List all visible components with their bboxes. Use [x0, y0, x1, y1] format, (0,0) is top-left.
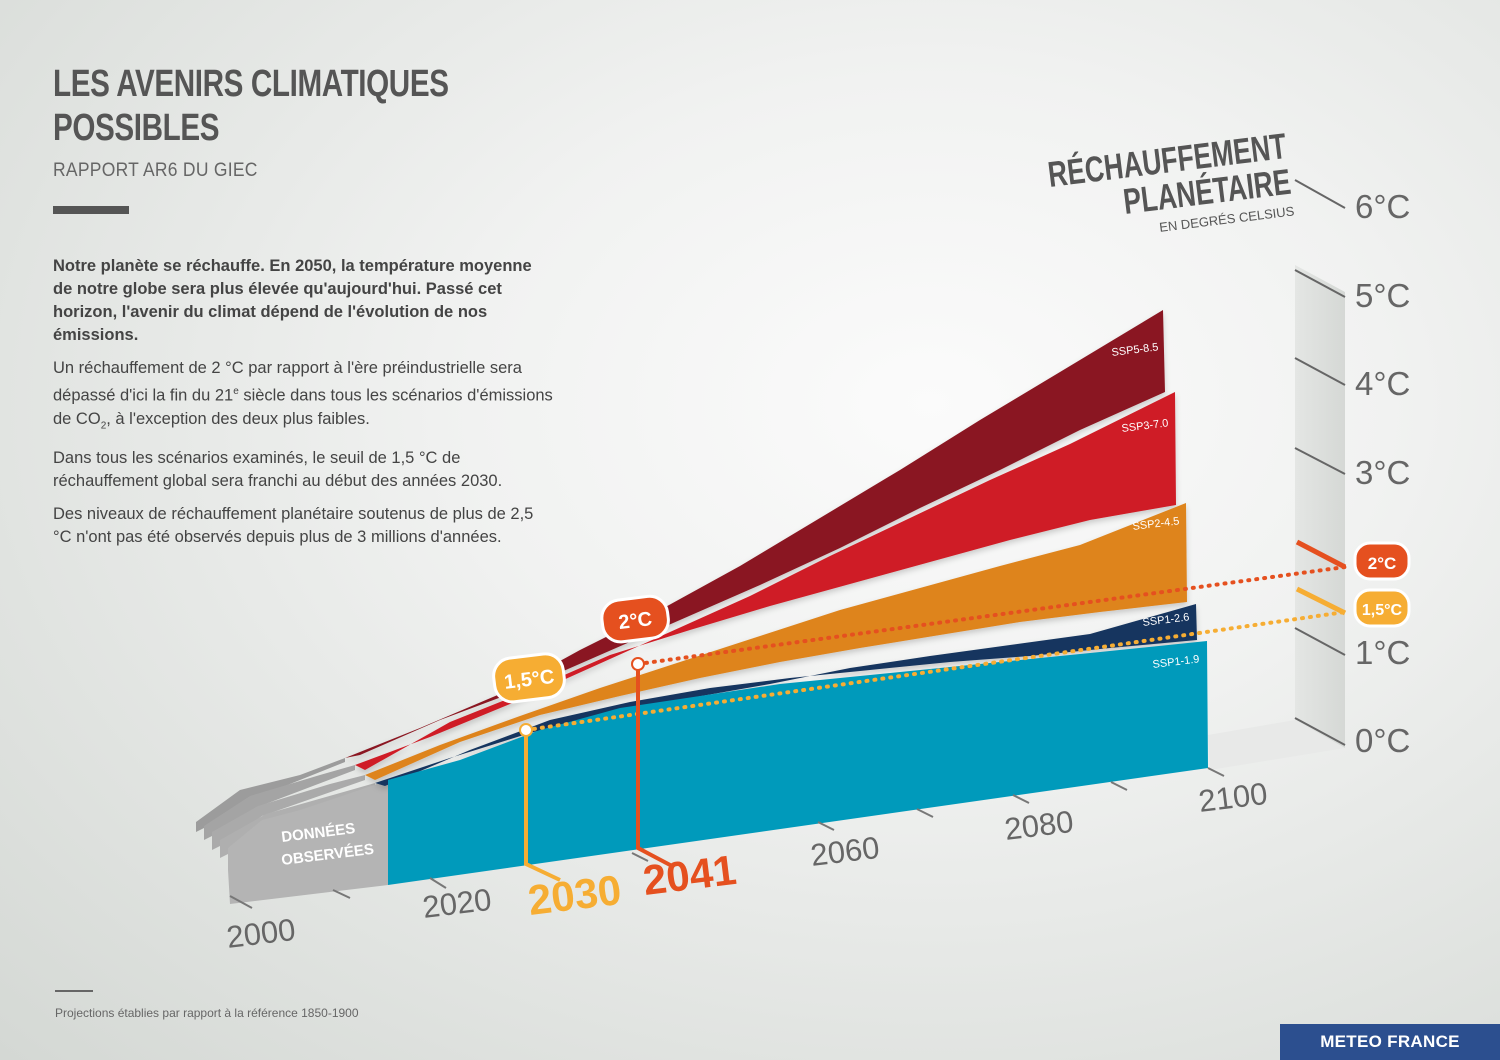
- badge-2-chart: 2°C: [600, 594, 670, 644]
- observed-data-front: [228, 780, 388, 904]
- observed-data-slabs: [196, 758, 388, 904]
- label-ssp126: SSP1-2.6: [1142, 611, 1190, 629]
- x-tick-2000: 2000: [225, 912, 298, 955]
- year-2030: 2030: [525, 866, 623, 924]
- p2-sub: 2: [100, 419, 107, 431]
- y-tick-1: 1°C: [1355, 634, 1410, 671]
- label-ssp370: SSP3-7.0: [1121, 417, 1169, 435]
- year-2041-line: [636, 664, 673, 868]
- intro-text: Notre planète se réchauffe. En 2050, la …: [53, 255, 553, 559]
- y-tick-4: 4°C: [1355, 365, 1410, 402]
- title-line-2: POSSIBLES: [53, 107, 220, 149]
- p2-text-b: siècle dans tous les scénarios d'émissio…: [53, 386, 553, 428]
- year-2041: 2041: [640, 846, 738, 904]
- x-tick-2100: 2100: [1197, 776, 1270, 819]
- point-15: [519, 723, 533, 737]
- p2-text-c: , à l'exception des deux plus faibles.: [106, 409, 370, 428]
- intro-paragraph-3: Dans tous les scénarios examinés, le seu…: [53, 448, 503, 490]
- y-axis-ticks: [1294, 179, 1346, 746]
- label-ssp245: SSP2-4.5: [1132, 515, 1180, 533]
- brand-logo: METEO FRANCE: [1280, 1024, 1500, 1060]
- band-ssp370: [355, 392, 1176, 770]
- page-subtitle: RAPPORT AR6 DU GIEC: [53, 160, 258, 181]
- x-tick-2060: 2060: [809, 830, 882, 873]
- label-ssp585: SSP5-8.5: [1111, 341, 1159, 359]
- title-line-1: LES AVENIRS CLIMATIQUES: [53, 63, 449, 105]
- x-axis-labels: 2000 2020 2060 2080 2100: [225, 776, 1270, 955]
- y-axis-wall: [1295, 265, 1345, 748]
- badge-2-axis: 2°C: [1353, 541, 1411, 581]
- series-labels: SSP5-8.5 SSP3-7.0 SSP2-4.5 SSP1-2.6 SSP1…: [1111, 341, 1200, 671]
- band-ssp119: [388, 641, 1208, 885]
- y-tick-3: 3°C: [1355, 454, 1410, 491]
- badge-2-text: 2°C: [617, 608, 653, 634]
- label-ssp119: SSP1-1.9: [1152, 653, 1200, 671]
- threshold-years: 2030 2041: [525, 846, 738, 924]
- intro-lead: Notre planète se réchauffe. En 2050, la …: [53, 257, 532, 344]
- x-axis-ticks: [229, 767, 1225, 909]
- footnote-divider: [55, 990, 93, 992]
- wall-mark-2: [1295, 539, 1347, 570]
- footnote: Projections établies par rapport à la ré…: [55, 1006, 359, 1020]
- y-tick-6: 6°C: [1355, 188, 1410, 225]
- p2-sup: e: [233, 386, 239, 397]
- threshold-15-dotted-line: [524, 610, 1347, 732]
- point-2: [631, 657, 645, 671]
- y-tick-5: 5°C: [1355, 277, 1410, 314]
- page-title: LES AVENIRS CLIMATIQUES POSSIBLES: [53, 62, 449, 150]
- p2-text-a: Un réchauffement de 2 °C par rapport à l…: [53, 359, 522, 405]
- y-axis-labels: 6°C 5°C 4°C 3°C 1°C 0°C: [1355, 188, 1410, 759]
- badge-2-axis-text: 2°C: [1368, 554, 1397, 573]
- x-tick-2020: 2020: [421, 882, 494, 925]
- y-tick-0: 0°C: [1355, 722, 1410, 759]
- title-divider: [53, 206, 129, 214]
- x-tick-2080: 2080: [1003, 804, 1076, 847]
- year-2030-line: [524, 730, 561, 882]
- badge-15-axis-text: 1,5°C: [1362, 602, 1403, 619]
- threshold-2-dotted-line: [636, 565, 1347, 666]
- badge-15-axis: 1,5°C: [1353, 588, 1411, 628]
- intro-paragraph-2: Un réchauffement de 2 °C par rapport à l…: [53, 357, 553, 437]
- floor-edge: [1208, 720, 1345, 770]
- intro-paragraph-4: Des niveaux de réchauffement planétaire …: [53, 504, 534, 546]
- wall-mark-15: [1295, 586, 1347, 616]
- badge-15-chart: 1,5°C: [492, 652, 566, 704]
- band-ssp126: [375, 604, 1197, 786]
- band-ssp245: [365, 503, 1187, 780]
